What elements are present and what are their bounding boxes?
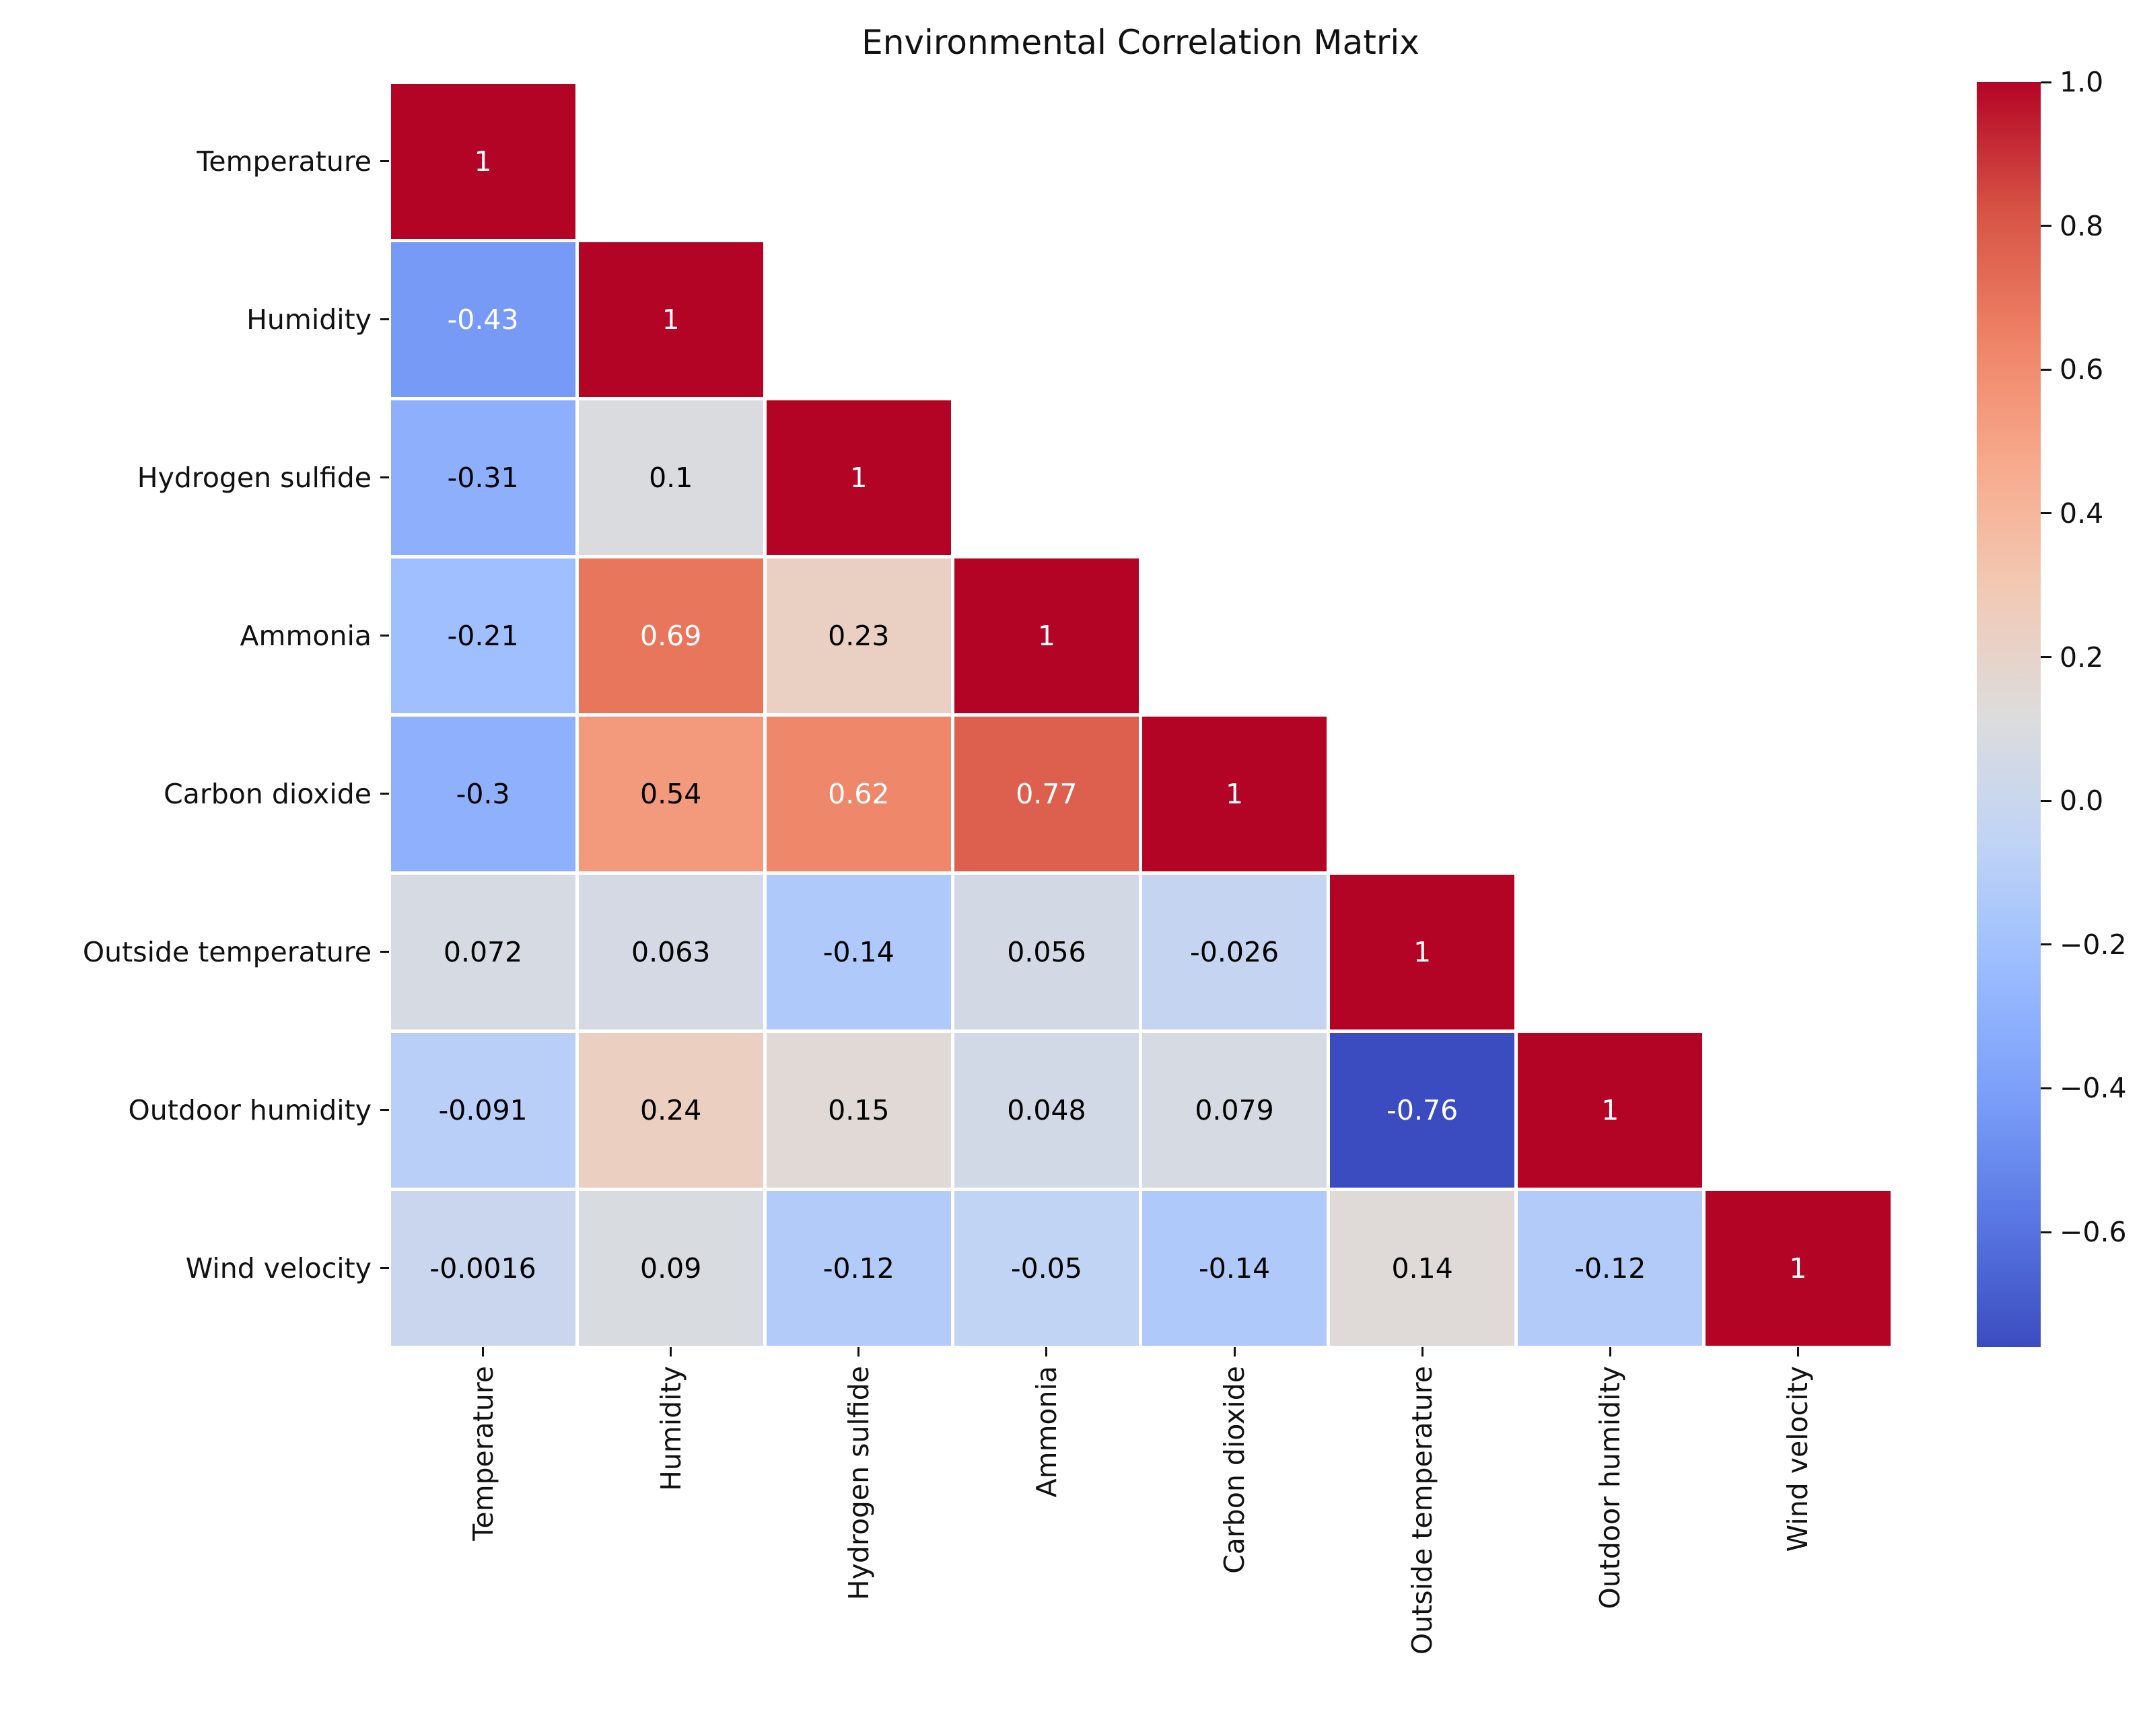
colorbar-tick bbox=[2041, 799, 2051, 802]
heatmap-cell: 1 bbox=[766, 400, 951, 555]
x-tick bbox=[670, 1347, 672, 1357]
y-tick-label: Outside temperature bbox=[82, 935, 372, 968]
heatmap-cell: -0.14 bbox=[766, 874, 951, 1029]
heatmap-cell: 0.54 bbox=[578, 716, 763, 871]
colorbar-tick-label: 0.2 bbox=[2060, 641, 2104, 674]
chart-title: Environmental Correlation Matrix bbox=[862, 23, 1419, 62]
x-tick-label: Humidity bbox=[654, 1366, 687, 1491]
colorbar-tick-label: 0.6 bbox=[2060, 353, 2104, 386]
heatmap-cell: 1 bbox=[1142, 716, 1327, 871]
heatmap-cell: -0.12 bbox=[1518, 1190, 1703, 1346]
heatmap-cell: 0.15 bbox=[766, 1032, 951, 1188]
heatmap-cell: -0.76 bbox=[1330, 1032, 1515, 1188]
x-tick-label: Outside temperature bbox=[1406, 1366, 1439, 1655]
colorbar-tick bbox=[2041, 1087, 2051, 1089]
heatmap-cell: 0.69 bbox=[578, 558, 763, 713]
x-tick bbox=[1609, 1347, 1611, 1357]
y-tick-label: Humidity bbox=[246, 303, 372, 336]
y-tick-label: Carbon dioxide bbox=[164, 777, 372, 810]
colorbar-tick bbox=[2041, 656, 2051, 659]
x-tick bbox=[1796, 1347, 1799, 1357]
colorbar-tick bbox=[2041, 225, 2051, 227]
x-tick-label: Wind velocity bbox=[1782, 1366, 1815, 1552]
y-tick-label: Ammonia bbox=[240, 619, 372, 652]
heatmap-cell: 0.24 bbox=[578, 1032, 763, 1188]
x-tick-label: Carbon dioxide bbox=[1218, 1366, 1251, 1574]
colorbar-tick bbox=[2041, 512, 2051, 515]
y-tick-label: Outdoor humidity bbox=[128, 1093, 372, 1126]
x-tick-label: Outdoor humidity bbox=[1594, 1366, 1627, 1610]
y-tick bbox=[380, 318, 389, 320]
heatmap-cell: 0.23 bbox=[766, 558, 951, 713]
colorbar-tick bbox=[2041, 368, 2051, 371]
y-tick bbox=[380, 476, 389, 478]
x-tick-label: Hydrogen sulfide bbox=[842, 1366, 875, 1601]
heatmap-cell: -0.026 bbox=[1142, 874, 1327, 1029]
y-tick bbox=[380, 951, 389, 953]
heatmap-cell: 1 bbox=[390, 83, 575, 239]
x-tick-label: Temperature bbox=[466, 1366, 499, 1541]
heatmap-cell: 0.77 bbox=[954, 716, 1139, 871]
colorbar-tick bbox=[2041, 1231, 2051, 1233]
x-tick bbox=[1045, 1347, 1048, 1357]
heatmap-grid: 1 -0.43 1 -0.31 0.1 1 -0.21 0.69 0.23 1 -0.3 0.54 0.… bbox=[389, 82, 1892, 1347]
colorbar-tick bbox=[2041, 943, 2051, 946]
y-tick-label: Wind velocity bbox=[185, 1252, 372, 1285]
x-tick-label: Ammonia bbox=[1030, 1366, 1063, 1498]
colorbar-tick-label: 1.0 bbox=[2060, 66, 2104, 98]
heatmap-cell: 0.048 bbox=[954, 1032, 1139, 1188]
colorbar-tick-label: 0.0 bbox=[2060, 785, 2104, 818]
heatmap-cell: 0.1 bbox=[578, 400, 763, 555]
colorbar-tick-label: −0.6 bbox=[2060, 1216, 2127, 1249]
y-tick bbox=[380, 1267, 389, 1269]
heatmap-cell: -0.14 bbox=[1142, 1190, 1327, 1346]
colorbar-tick-label: 0.4 bbox=[2060, 497, 2104, 530]
heatmap-cell: 0.09 bbox=[578, 1190, 763, 1346]
heatmap-cell: 1 bbox=[1330, 874, 1515, 1029]
heatmap-cell: 1 bbox=[1706, 1190, 1891, 1346]
heatmap-cell: 0.079 bbox=[1142, 1032, 1327, 1188]
heatmap-cell: -0.091 bbox=[390, 1032, 575, 1188]
heatmap-cell: -0.0016 bbox=[390, 1190, 575, 1346]
heatmap-cell: 0.14 bbox=[1330, 1190, 1515, 1346]
y-tick bbox=[380, 635, 389, 637]
x-tick bbox=[482, 1347, 485, 1357]
heatmap-cell: 0.063 bbox=[578, 874, 763, 1029]
heatmap-cell: 1 bbox=[954, 558, 1139, 713]
y-tick bbox=[380, 1109, 389, 1111]
colorbar-tick-label: −0.4 bbox=[2060, 1072, 2127, 1105]
heatmap-cell: -0.21 bbox=[390, 558, 575, 713]
heatmap-cell: -0.43 bbox=[390, 242, 575, 397]
x-tick bbox=[1233, 1347, 1236, 1357]
heatmap-cell: 0.056 bbox=[954, 874, 1139, 1029]
heatmap-cell: 0.62 bbox=[766, 716, 951, 871]
heatmap-cell: 0.072 bbox=[390, 874, 575, 1029]
colorbar-tick-label: −0.2 bbox=[2060, 928, 2127, 961]
colorbar: 1.0 0.8 0.6 0.4 0.2 0.0 −0.2 −0.4 −0.6 bbox=[1977, 66, 2127, 1347]
heatmap-cell: -0.05 bbox=[954, 1190, 1139, 1346]
heatmap-cell: -0.3 bbox=[390, 716, 575, 871]
x-tick bbox=[1421, 1347, 1424, 1357]
colorbar-gradient bbox=[1977, 82, 2041, 1347]
colorbar-tick-label: 0.8 bbox=[2060, 209, 2104, 242]
x-tick bbox=[857, 1347, 860, 1357]
colorbar-tick bbox=[2041, 81, 2051, 83]
heatmap-cell: -0.12 bbox=[766, 1190, 951, 1346]
heatmap-cell: -0.31 bbox=[390, 400, 575, 555]
y-tick-label: Hydrogen sulfide bbox=[137, 461, 372, 494]
y-tick bbox=[380, 793, 389, 795]
heatmap-cell: 1 bbox=[1518, 1032, 1703, 1188]
y-tick-label: Temperature bbox=[197, 145, 372, 178]
heatmap-cell: 1 bbox=[578, 242, 763, 397]
y-tick bbox=[380, 160, 389, 162]
